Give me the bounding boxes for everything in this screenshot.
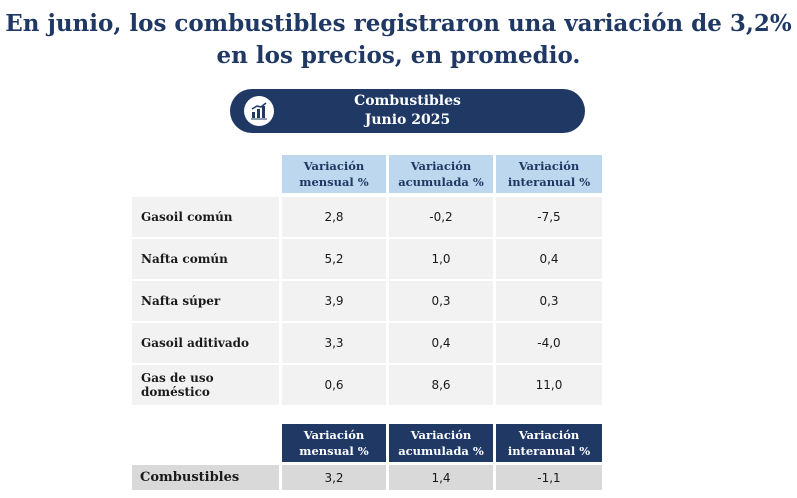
row-label: Gas de uso doméstico xyxy=(132,365,279,405)
row-label: Nafta súper xyxy=(132,281,279,321)
summary-cell: 1,4 xyxy=(389,465,493,490)
summary-cell: 3,2 xyxy=(282,465,386,490)
row-label: Nafta común xyxy=(132,239,279,279)
summary-header-acumulada: Variación acumulada % xyxy=(389,424,493,462)
table-cell: 0,3 xyxy=(389,281,493,321)
table-cell: -7,5 xyxy=(496,197,602,237)
table-cell: 8,6 xyxy=(389,365,493,405)
headline-line-1: En junio, los combustibles registraron u… xyxy=(5,10,792,37)
table-cell: 2,8 xyxy=(282,197,386,237)
banner-title: Combustibles xyxy=(354,93,461,109)
summary-header-mensual: Variación mensual % xyxy=(282,424,386,462)
table-cell: 0,3 xyxy=(496,281,602,321)
table-cell: -0,2 xyxy=(389,197,493,237)
bar-chart-icon xyxy=(244,96,274,126)
table-cell: 0,6 xyxy=(282,365,386,405)
table-cell: 11,0 xyxy=(496,365,602,405)
col-header-acumulada: Variación acumulada % xyxy=(389,155,493,193)
row-label: Gasoil aditivado xyxy=(132,323,279,363)
col-header-mensual: Variación mensual % xyxy=(282,155,386,193)
summary-header-interanual: Variación interanual % xyxy=(496,424,602,462)
table-cell: 0,4 xyxy=(496,239,602,279)
banner-subtitle: Junio 2025 xyxy=(364,112,451,128)
table-cell: 3,3 xyxy=(282,323,386,363)
summary-label: Combustibles xyxy=(132,465,279,490)
col-header-interanual: Variación interanual % xyxy=(496,155,602,193)
summary-cell: -1,1 xyxy=(496,465,602,490)
table-cell: 1,0 xyxy=(389,239,493,279)
banner: Combustibles Junio 2025 xyxy=(230,89,585,133)
table-cell: 0,4 xyxy=(389,323,493,363)
row-label: Gasoil común xyxy=(132,197,279,237)
table-cell: 5,2 xyxy=(282,239,386,279)
headline: En junio, los combustibles registraron u… xyxy=(0,8,797,72)
table-cell: 3,9 xyxy=(282,281,386,321)
table-cell: -4,0 xyxy=(496,323,602,363)
headline-line-2: en los precios, en promedio. xyxy=(216,42,581,69)
